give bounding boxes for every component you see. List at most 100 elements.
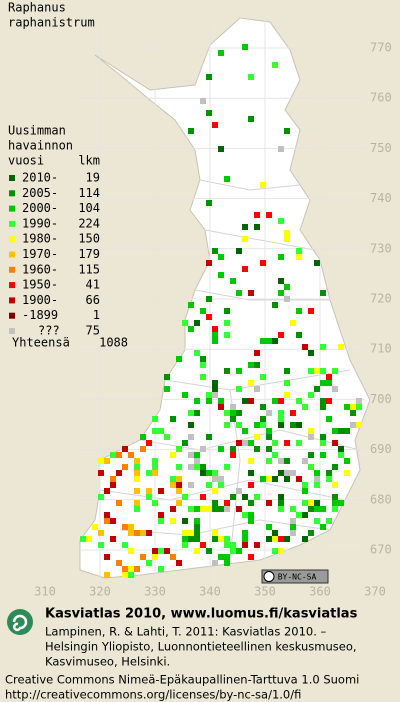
record-square <box>296 422 302 428</box>
record-square <box>200 362 206 368</box>
record-square <box>122 542 128 548</box>
record-square <box>188 452 194 458</box>
legend-count: 104 <box>78 201 100 215</box>
legend-count: 75 <box>86 324 100 338</box>
record-square <box>242 440 248 446</box>
record-square <box>248 518 254 524</box>
record-square <box>194 398 200 404</box>
record-square <box>194 518 200 524</box>
record-square <box>350 410 356 416</box>
record-square <box>104 458 110 464</box>
record-square <box>302 344 308 350</box>
record-square <box>134 464 140 470</box>
record-square <box>344 470 350 476</box>
legend-swatch <box>9 312 15 319</box>
record-square <box>182 392 188 398</box>
legend-count: 66 <box>86 293 100 307</box>
record-square <box>230 446 236 452</box>
record-square <box>332 494 338 500</box>
finland-land <box>79 17 371 579</box>
record-square <box>212 380 218 386</box>
record-square <box>212 470 218 476</box>
record-square <box>290 410 296 416</box>
record-square <box>122 566 128 572</box>
record-square <box>224 368 230 374</box>
record-square <box>176 560 182 566</box>
record-square <box>212 560 218 566</box>
record-square <box>266 434 272 440</box>
record-square <box>308 308 314 314</box>
record-square <box>104 572 110 578</box>
record-square <box>200 494 206 500</box>
record-square <box>314 368 320 374</box>
record-square <box>248 470 254 476</box>
record-square <box>230 542 236 548</box>
record-square <box>176 482 182 488</box>
total-label: Yhteensä <box>12 336 70 350</box>
record-square <box>308 392 314 398</box>
record-square <box>260 338 266 344</box>
record-square <box>164 548 170 554</box>
record-square <box>188 464 194 470</box>
record-square <box>296 248 302 254</box>
record-square <box>128 572 134 578</box>
record-square <box>128 548 134 554</box>
record-square <box>182 320 188 326</box>
species-name: Raphanus <box>8 1 66 15</box>
record-square <box>278 398 284 404</box>
legend-header: vuosi <box>8 154 44 168</box>
record-square <box>356 422 362 428</box>
record-square <box>176 488 182 494</box>
record-square <box>320 524 326 530</box>
north-label: 700 <box>370 392 392 406</box>
record-square <box>146 494 152 500</box>
record-square <box>116 470 122 476</box>
record-square <box>182 542 188 548</box>
record-square <box>278 458 284 464</box>
record-square <box>170 518 176 524</box>
record-square <box>218 398 224 404</box>
north-label: 760 <box>370 91 392 105</box>
record-square <box>332 368 338 374</box>
record-square <box>224 500 230 506</box>
record-square <box>212 248 218 254</box>
record-square <box>164 434 170 440</box>
north-label: 720 <box>370 292 392 306</box>
record-square <box>224 176 230 182</box>
record-square <box>326 398 332 404</box>
record-square <box>218 404 224 410</box>
record-square <box>206 296 212 302</box>
record-square <box>194 458 200 464</box>
record-square <box>242 536 248 542</box>
record-square <box>266 458 272 464</box>
record-square <box>152 548 158 554</box>
record-square <box>224 332 230 338</box>
record-square <box>272 536 278 542</box>
record-square <box>266 524 272 530</box>
record-square <box>218 482 224 488</box>
record-square <box>326 374 332 380</box>
record-square <box>320 344 326 350</box>
record-square <box>344 428 350 434</box>
record-square <box>248 380 254 386</box>
record-square <box>290 506 296 512</box>
record-square <box>212 332 218 338</box>
record-square <box>236 488 242 494</box>
record-square <box>206 314 212 320</box>
record-square <box>266 212 272 218</box>
record-square <box>278 422 284 428</box>
record-square <box>320 368 326 374</box>
record-square <box>332 428 338 434</box>
record-square <box>158 428 164 434</box>
record-square <box>206 392 212 398</box>
record-square <box>200 470 206 476</box>
east-label: 370 <box>364 585 386 599</box>
record-square <box>188 410 194 416</box>
record-square <box>320 380 326 386</box>
record-square <box>242 542 248 548</box>
legend-count: 179 <box>78 247 100 261</box>
record-square <box>248 458 254 464</box>
record-square <box>308 350 314 356</box>
record-square <box>278 416 284 422</box>
